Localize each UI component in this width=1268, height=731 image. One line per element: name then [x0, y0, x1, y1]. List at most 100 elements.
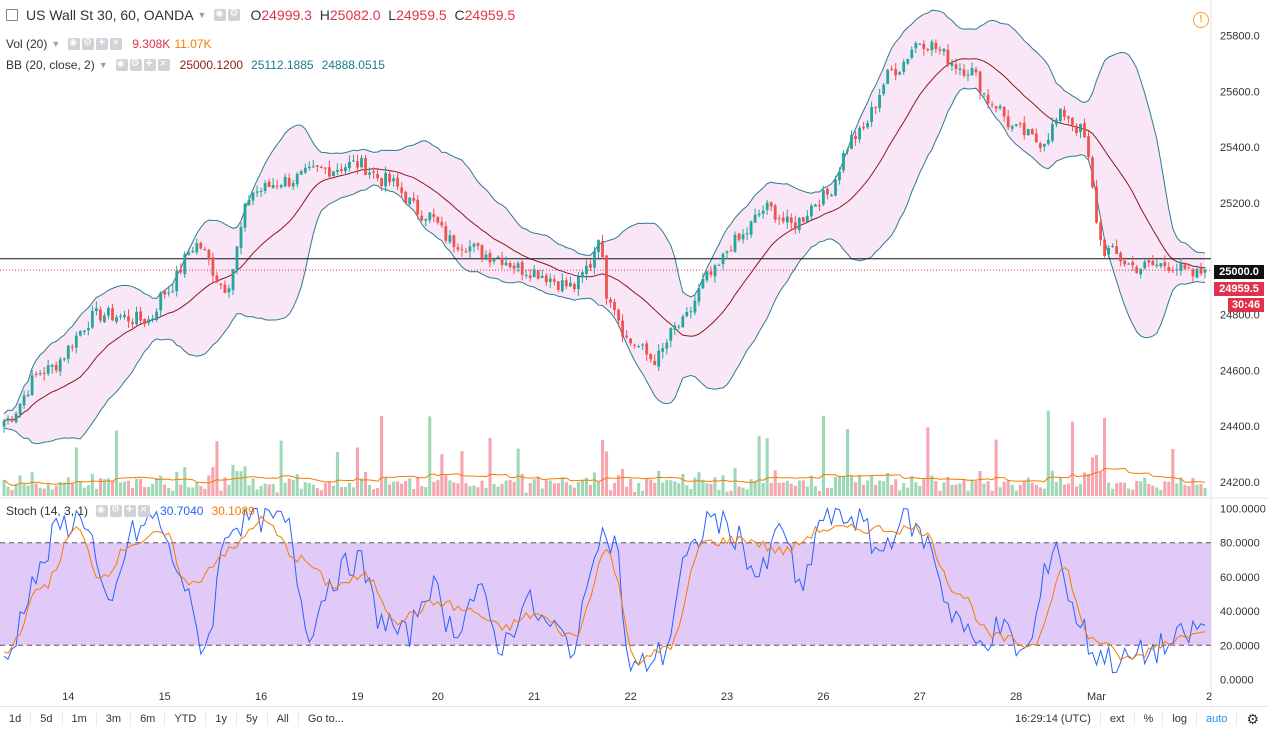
add-icon[interactable] [96, 35, 109, 50]
gear-icon[interactable] [110, 504, 123, 517]
candle-body [319, 167, 323, 168]
candle-body [850, 134, 853, 149]
volume-bar [1022, 481, 1026, 496]
volume-bar [568, 484, 572, 496]
volume-bar [621, 469, 625, 496]
clock-time[interactable]: 16:29:14 (UTC) [1015, 713, 1091, 725]
volume-bar [978, 471, 982, 496]
range-6m[interactable]: 6m [131, 712, 166, 726]
volume-bar [842, 476, 846, 496]
candle-body [66, 345, 70, 359]
candle-body [287, 178, 291, 186]
volume-bar [106, 478, 110, 496]
candle-body [548, 278, 552, 282]
volume-bar [781, 482, 785, 496]
eye-icon[interactable] [68, 37, 81, 50]
volume-bar [693, 477, 697, 496]
candle-body [733, 234, 737, 252]
add-icon[interactable] [143, 56, 156, 71]
volume-bar [697, 472, 701, 496]
percent-toggle[interactable]: % [1133, 712, 1163, 726]
time-axis-tick: 15 [159, 691, 171, 703]
symbol-name[interactable]: US Wall St 30, 60, OANDA [26, 7, 194, 23]
volume-bar [86, 485, 90, 496]
range-5d[interactable]: 5d [31, 712, 63, 726]
chart-canvas[interactable]: 25800.0 25600.0 25400.0 25200.0 24800.0 24600… [0, 0, 1268, 706]
volume-bar [629, 478, 633, 496]
volume-bar [601, 440, 605, 496]
stoch-label[interactable]: Stoch (14, 3, 1) [6, 504, 89, 518]
bb-label[interactable]: BB (20, close, 2) [6, 58, 95, 72]
candle-body [424, 219, 428, 221]
candle-body [368, 172, 371, 175]
volume-bar [339, 487, 343, 496]
volume-bar [155, 478, 159, 496]
volume-bar [1070, 421, 1074, 496]
menu-icon[interactable] [6, 9, 18, 21]
candle-body [147, 319, 150, 323]
volume-bar [701, 479, 705, 496]
price-axis-tick: 24400.0 [1220, 421, 1260, 433]
time-axis-tick: 22 [624, 691, 636, 703]
chevron-down-icon[interactable]: ▼ [51, 39, 61, 49]
candle-body [472, 243, 476, 247]
chevron-down-icon[interactable]: ▼ [197, 10, 207, 20]
price-axis-tick: 25800.0 [1220, 31, 1260, 43]
volume-bar [464, 483, 468, 496]
volume-bar [837, 475, 841, 496]
range-all[interactable]: All [268, 712, 299, 726]
volume-bar [705, 483, 709, 496]
auto-toggle[interactable]: auto [1196, 712, 1236, 726]
candle-body [504, 262, 508, 266]
eye-icon[interactable] [115, 58, 128, 71]
chevron-down-icon[interactable]: ▼ [98, 60, 108, 70]
goto-button[interactable]: Go to... [307, 713, 344, 725]
volume-bar [335, 451, 339, 496]
close-icon[interactable] [138, 502, 151, 517]
candle-body [38, 373, 42, 375]
volume-bar [817, 491, 821, 496]
log-toggle[interactable]: log [1162, 712, 1196, 726]
volume-bar [745, 489, 749, 496]
range-ytd[interactable]: YTD [165, 712, 207, 726]
candle-body [46, 365, 50, 374]
range-5y[interactable]: 5y [237, 712, 268, 726]
volume-bar [279, 440, 283, 496]
gear-icon[interactable] [82, 37, 95, 50]
candle-body [456, 247, 460, 250]
candle-body [560, 280, 564, 292]
candle-body [243, 203, 247, 228]
candle-body [1026, 129, 1030, 136]
volume-bar [1195, 484, 1199, 496]
bb-lower-line [3, 87, 1206, 445]
close-icon[interactable] [157, 56, 170, 71]
gear-icon[interactable] [129, 58, 142, 71]
alert-clock-icon[interactable]: ! [1193, 12, 1209, 28]
volume-bar [580, 480, 584, 496]
gear-icon[interactable] [228, 8, 241, 21]
add-icon[interactable] [124, 502, 137, 517]
volume-bar [1095, 454, 1099, 496]
eye-icon[interactable] [96, 504, 109, 517]
range-1d[interactable]: 1d [0, 712, 32, 726]
candle-body [408, 197, 412, 205]
ext-toggle[interactable]: ext [1099, 712, 1134, 726]
volume-bar [633, 491, 637, 496]
range-3m[interactable]: 3m [97, 712, 132, 726]
candle-body [524, 275, 528, 277]
eye-icon[interactable] [214, 8, 227, 21]
volume-bar [850, 475, 854, 496]
volume-bar [588, 484, 592, 496]
volume-bar [1103, 417, 1107, 496]
volume-label[interactable]: Vol (20) [6, 37, 48, 51]
close-icon[interactable] [110, 35, 123, 50]
volume-bar [757, 435, 761, 496]
candle-body [765, 202, 769, 210]
gear-icon[interactable]: ⚙ [1236, 712, 1268, 726]
range-1y[interactable]: 1y [206, 712, 237, 726]
range-1m[interactable]: 1m [63, 712, 97, 726]
volume-bar [918, 485, 922, 496]
volume-bar [1074, 486, 1078, 496]
stoch-axis-tick: 80.0000 [1220, 538, 1260, 550]
candle-body [223, 284, 227, 293]
